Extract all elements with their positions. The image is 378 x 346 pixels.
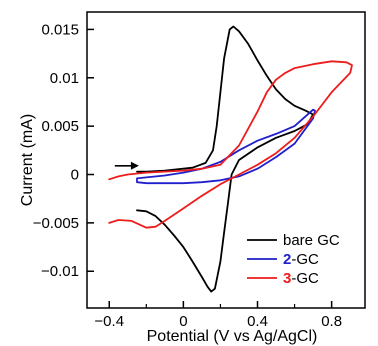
- legend-label-prefix-2: 3: [283, 270, 291, 287]
- axis-ticks: −0.4 0 0.4 0.8 0.015 0.01 0.005 0 −0.005 −0.01: [33, 21, 342, 330]
- x-tick-label: 0.8: [321, 313, 342, 330]
- y-tick-label: −0.005: [33, 215, 79, 232]
- x-tick-label: −0.4: [94, 313, 124, 330]
- legend-label-1: 2-GC: [283, 251, 319, 268]
- series-line-1: [136, 108, 316, 185]
- plot-frame: [86, 11, 366, 309]
- legend-label-text-1: -GC: [291, 251, 319, 268]
- y-axis-title: Current (mA): [19, 114, 36, 206]
- legend-label-prefix-1: 2: [283, 251, 291, 268]
- series-line-2: [108, 60, 353, 229]
- y-tick-label: 0.015: [41, 21, 79, 38]
- scan-direction-arrow-head: [130, 161, 139, 170]
- legend-label-text-0: bare GC: [283, 232, 340, 249]
- x-tick-label: 0: [179, 313, 187, 330]
- y-tick-label: 0.005: [41, 118, 79, 135]
- y-tick-label: 0: [71, 167, 79, 184]
- y-tick-label: −0.01: [41, 263, 79, 280]
- x-axis-title: Potential (V vs Ag/AgCl): [147, 328, 318, 345]
- legend-label-text-2: -GC: [291, 270, 319, 287]
- legend-label-2: 3-GC: [283, 270, 319, 287]
- x-tick-label: 0.4: [247, 313, 268, 330]
- plot-area: [108, 25, 353, 293]
- legend: bare GC2-GC3-GC: [247, 232, 340, 287]
- y-tick-label: 0.01: [50, 70, 79, 87]
- legend-label-0: bare GC: [283, 232, 340, 249]
